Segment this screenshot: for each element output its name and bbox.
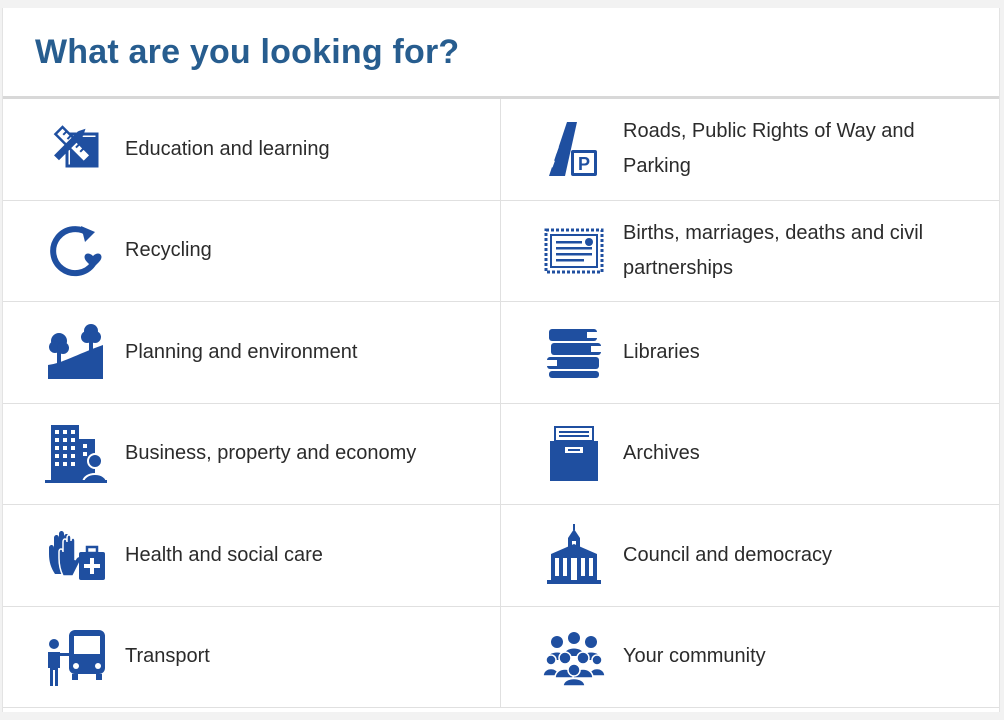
services-grid: Education and learning P Roads, Public R… (3, 99, 999, 708)
services-panel: What are you looking for? (2, 8, 1000, 712)
tile-education[interactable]: Education and learning (3, 99, 501, 201)
ruler-pencil-icon (45, 118, 107, 180)
tile-planning[interactable]: Planning and environment (3, 302, 501, 404)
tile-label: Recycling (125, 239, 212, 262)
tile-label: Transport (125, 645, 210, 668)
tile-label: Council and democracy (623, 543, 832, 566)
books-icon (543, 321, 605, 383)
tile-label: Education and learning (125, 137, 330, 160)
tile-recycling[interactable]: Recycling (3, 200, 501, 302)
tile-label: Roads, Public Rights of Way and Parking (623, 120, 915, 178)
tile-community[interactable]: Your community (501, 607, 999, 708)
page-title: What are you looking for? (35, 33, 460, 71)
tile-label: Business, property and economy (125, 442, 417, 465)
tile-transport[interactable]: Transport (3, 606, 501, 708)
trees-hill-icon (45, 321, 107, 383)
tile-label: Health and social care (125, 543, 323, 566)
tile-label: Libraries (623, 340, 700, 363)
tile-label: Planning and environment (125, 340, 358, 363)
road-parking-icon: P (543, 118, 605, 180)
archive-box-icon (543, 423, 605, 485)
tile-libraries[interactable]: Libraries (501, 302, 999, 404)
tile-roads[interactable]: P Roads, Public Rights of Way and Parkin… (501, 99, 999, 201)
tile-business[interactable]: Business, property and economy (3, 403, 501, 505)
certificate-icon (543, 220, 605, 282)
svg-text:P: P (578, 154, 590, 174)
bus-stop-icon (45, 626, 107, 688)
recycling-icon (45, 220, 107, 282)
heading-bar: What are you looking for? (3, 8, 999, 99)
tile-label: Births, marriages, deaths and civil part… (623, 221, 924, 279)
tile-archives[interactable]: Archives (501, 404, 999, 505)
tile-health[interactable]: Health and social care (3, 505, 501, 607)
office-building-icon (45, 423, 107, 485)
people-group-icon (543, 626, 605, 688)
tile-label: Archives (623, 442, 700, 465)
tile-label: Your community (623, 645, 766, 668)
town-hall-icon (543, 524, 605, 586)
hands-medical-kit-icon (45, 524, 107, 586)
tile-council[interactable]: Council and democracy (501, 505, 999, 607)
tile-births-marriages[interactable]: Births, marriages, deaths and civil part… (501, 201, 999, 302)
